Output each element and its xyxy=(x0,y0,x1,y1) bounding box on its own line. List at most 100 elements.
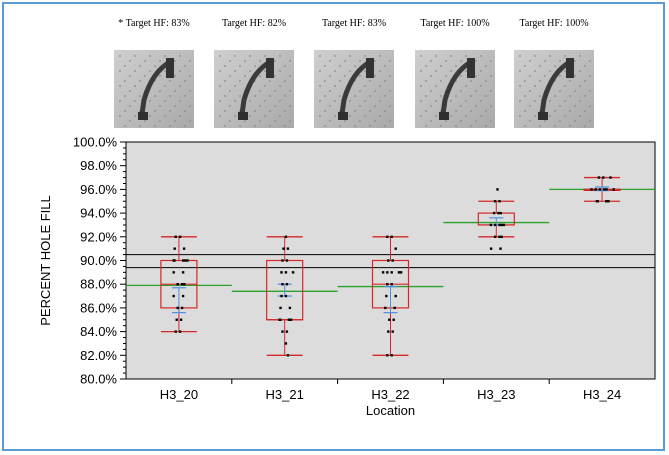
data-point xyxy=(386,283,389,286)
data-point xyxy=(386,235,389,238)
data-point xyxy=(280,294,283,298)
x-tick-label: H3_22 xyxy=(371,387,409,402)
data-point xyxy=(597,176,601,179)
data-point xyxy=(492,211,496,215)
data-point xyxy=(609,176,612,179)
data-point xyxy=(500,235,503,238)
data-point xyxy=(498,223,501,227)
data-point xyxy=(399,271,403,274)
data-point xyxy=(178,235,182,238)
data-point xyxy=(284,271,288,274)
data-point xyxy=(394,294,397,298)
data-point xyxy=(605,200,608,203)
data-point xyxy=(285,283,289,286)
x-tick-label: H3_24 xyxy=(583,387,621,402)
data-point xyxy=(181,259,185,262)
data-point xyxy=(394,247,397,250)
data-point xyxy=(384,306,387,310)
data-point xyxy=(502,223,506,227)
data-point xyxy=(392,318,395,321)
data-point xyxy=(285,259,289,262)
data-point xyxy=(281,330,284,333)
data-point xyxy=(393,306,396,310)
hole-image xyxy=(114,50,194,128)
data-point xyxy=(174,330,177,333)
data-point xyxy=(391,330,394,333)
y-tick-label: 88.0% xyxy=(80,277,117,292)
data-point xyxy=(390,283,393,286)
data-point xyxy=(279,306,282,310)
data-point xyxy=(596,200,599,203)
data-point xyxy=(181,294,185,298)
data-point xyxy=(598,188,602,191)
data-point xyxy=(496,188,499,191)
hole-image xyxy=(415,50,495,128)
box-plot: 80.0% 82.0% 84.0% 86.0% 88.0% 90.0% 92.0% 94.0%… xyxy=(38,135,656,418)
data-point xyxy=(390,354,393,357)
data-point xyxy=(602,176,605,179)
data-point xyxy=(612,188,615,191)
data-point xyxy=(285,330,289,333)
target-label: Target HF: 100% xyxy=(519,18,589,29)
data-point xyxy=(176,283,179,286)
y-tick-label: 100.0% xyxy=(73,135,118,150)
y-tick-label: 82.0% xyxy=(80,348,117,363)
y-tick-label: 80.0% xyxy=(80,372,117,387)
data-point xyxy=(500,223,503,227)
target-label: Target HF: 82% xyxy=(221,18,287,29)
data-point xyxy=(172,271,175,274)
data-point xyxy=(498,200,501,203)
data-point xyxy=(175,318,178,321)
data-point xyxy=(388,318,391,321)
data-point xyxy=(493,200,497,203)
data-point xyxy=(386,271,389,274)
box-group xyxy=(231,235,338,357)
data-point xyxy=(181,271,185,274)
y-tick-label: 98.0% xyxy=(80,158,117,173)
x-tick-label: H3_20 xyxy=(160,387,198,402)
data-point xyxy=(183,283,186,286)
data-point xyxy=(387,259,390,262)
data-point xyxy=(179,318,183,321)
data-point xyxy=(286,247,290,250)
figure-frame: * Target HF: 83% Target HF: 82% Target HF:… xyxy=(2,2,665,451)
hole-image xyxy=(314,50,394,128)
data-point xyxy=(385,294,388,298)
y-tick-label: 84.0% xyxy=(80,324,117,339)
data-point xyxy=(178,330,182,333)
data-point xyxy=(289,318,293,321)
y-tick-label: 92.0% xyxy=(80,229,117,244)
plot-layer: 80.0% 82.0% 84.0% 86.0% 88.0% 90.0% 92.0% 94.0%… xyxy=(38,135,656,418)
data-point xyxy=(381,271,385,274)
y-tick-label: 86.0% xyxy=(80,300,117,315)
data-point xyxy=(174,235,177,238)
data-point xyxy=(180,283,184,286)
data-point xyxy=(288,306,292,310)
data-point xyxy=(280,271,283,274)
data-point xyxy=(284,235,288,238)
data-point xyxy=(287,318,291,321)
y-axis-title: PERCENT HOLE FILL xyxy=(38,195,53,326)
box-group xyxy=(337,235,444,357)
data-point xyxy=(176,306,179,310)
data-point xyxy=(390,235,393,238)
data-point xyxy=(279,318,282,321)
data-point xyxy=(182,247,186,250)
data-point xyxy=(499,247,502,250)
data-point xyxy=(184,259,187,262)
hole-image xyxy=(214,50,294,128)
data-point xyxy=(489,247,493,250)
data-point xyxy=(493,235,497,238)
data-point xyxy=(173,247,176,250)
data-point xyxy=(489,223,493,227)
box-group xyxy=(549,176,655,203)
x-axis-title: Location xyxy=(366,403,415,418)
data-point xyxy=(172,294,175,298)
hole-image xyxy=(514,50,594,128)
data-point xyxy=(497,211,500,215)
data-point xyxy=(590,188,593,191)
target-label: Target HF: 83% xyxy=(321,18,387,29)
x-tick-label: H3_23 xyxy=(477,387,515,402)
data-point xyxy=(173,259,176,262)
data-point xyxy=(387,330,390,333)
